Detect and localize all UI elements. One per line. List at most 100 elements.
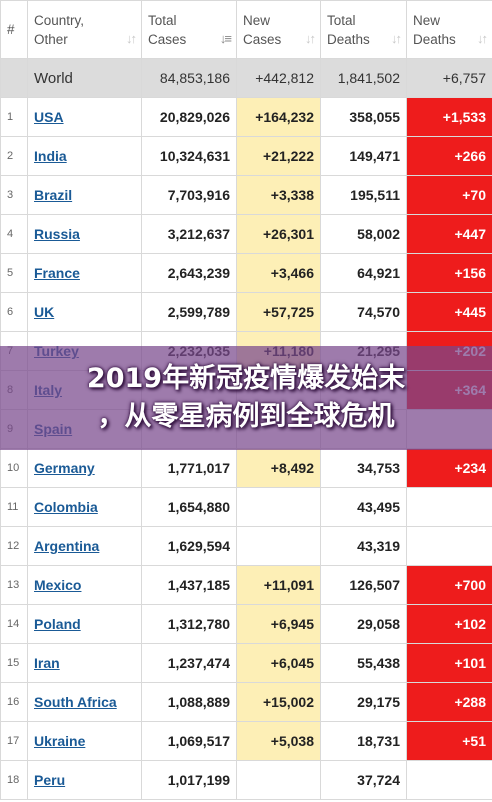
sort-desc-icon[interactable]: ↓≡ xyxy=(219,31,232,46)
table-row: 4 Russia 3,212,637 +26,301 58,002 +447 xyxy=(0,214,492,254)
new-deaths-cell: +266 xyxy=(406,136,492,176)
sort-arrows-icon[interactable]: ↓↑ xyxy=(391,31,402,46)
table-row: 1 USA 20,829,026 +164,232 358,055 +1,533 xyxy=(0,97,492,137)
country-link[interactable]: Germany xyxy=(34,460,95,476)
rank-cell: 18 xyxy=(0,760,28,800)
total-deaths-cell: 195,511 xyxy=(320,175,407,215)
rank-cell: 5 xyxy=(0,253,28,293)
new-cases-cell: +15,002 xyxy=(236,682,321,722)
rank-cell: 14 xyxy=(0,604,28,644)
total-cases-cell: 1,654,880 xyxy=(141,487,237,527)
total-deaths-cell: 1,841,502 xyxy=(320,58,407,98)
table-row: 17 Ukraine 1,069,517 +5,038 18,731 +51 xyxy=(0,721,492,761)
country-link[interactable]: India xyxy=(34,148,67,164)
country-cell: Mexico xyxy=(27,565,142,605)
rank-cell: 13 xyxy=(0,565,28,605)
new-deaths-cell: +445 xyxy=(406,292,492,332)
total-deaths-cell: 358,055 xyxy=(320,97,407,137)
total-cases-cell: 1,437,185 xyxy=(141,565,237,605)
country-cell: USA xyxy=(27,97,142,137)
new-cases-cell: +6,045 xyxy=(236,643,321,683)
country-cell: Peru xyxy=(27,760,142,800)
total-cases-cell: 84,853,186 xyxy=(141,58,237,98)
country-link[interactable]: Peru xyxy=(34,772,66,788)
new-cases-cell: +6,945 xyxy=(236,604,321,644)
new-deaths-cell xyxy=(406,526,492,566)
total-deaths-cell: 126,507 xyxy=(320,565,407,605)
country-cell: Germany xyxy=(27,448,142,488)
table-row: 3 Brazil 7,703,916 +3,338 195,511 +70 xyxy=(0,175,492,215)
total-cases-cell: 1,088,889 xyxy=(141,682,237,722)
country-link[interactable]: Colombia xyxy=(34,499,98,515)
country-link[interactable]: France xyxy=(34,265,80,281)
total-cases-cell: 2,599,789 xyxy=(141,292,237,332)
col-header-total-cases[interactable]: Total Cases ↓≡ xyxy=(141,0,237,59)
country-cell: France xyxy=(27,253,142,293)
rank-cell: 11 xyxy=(0,487,28,527)
rank-cell: 4 xyxy=(0,214,28,254)
country-cell: Colombia xyxy=(27,487,142,527)
sort-arrows-icon[interactable]: ↓↑ xyxy=(477,31,488,46)
new-deaths-cell: +156 xyxy=(406,253,492,293)
new-cases-cell xyxy=(236,487,321,527)
total-cases-cell: 1,629,594 xyxy=(141,526,237,566)
table-row: 14 Poland 1,312,780 +6,945 29,058 +102 xyxy=(0,604,492,644)
country-cell: Argentina xyxy=(27,526,142,566)
country-link[interactable]: USA xyxy=(34,109,64,125)
sort-arrows-icon[interactable]: ↓↑ xyxy=(126,31,137,46)
country-cell: World xyxy=(27,58,142,98)
country-link[interactable]: Brazil xyxy=(34,187,73,203)
sort-arrows-icon[interactable]: ↓↑ xyxy=(305,31,316,46)
new-cases-cell: +442,812 xyxy=(236,58,321,98)
country-link[interactable]: Russia xyxy=(34,226,80,242)
col-header-total-deaths[interactable]: Total Deaths ↓↑ xyxy=(320,0,407,59)
country-link[interactable]: UK xyxy=(34,304,55,320)
col-header-new-deaths[interactable]: New Deaths ↓↑ xyxy=(406,0,492,59)
country-cell: Iran xyxy=(27,643,142,683)
country-link[interactable]: Iran xyxy=(34,655,60,671)
new-deaths-cell xyxy=(406,487,492,527)
table-row: 16 South Africa 1,088,889 +15,002 29,175 +288 xyxy=(0,682,492,722)
total-deaths-cell: 43,495 xyxy=(320,487,407,527)
total-cases-cell: 2,643,239 xyxy=(141,253,237,293)
country-cell: South Africa xyxy=(27,682,142,722)
new-deaths-cell: +234 xyxy=(406,448,492,488)
col-header-new-cases[interactable]: New Cases ↓↑ xyxy=(236,0,321,59)
total-deaths-cell: 58,002 xyxy=(320,214,407,254)
total-deaths-cell: 149,471 xyxy=(320,136,407,176)
new-deaths-cell: +70 xyxy=(406,175,492,215)
country-link[interactable]: South Africa xyxy=(34,694,117,710)
rank-cell: 12 xyxy=(0,526,28,566)
new-cases-cell: +164,232 xyxy=(236,97,321,137)
country-cell: Russia xyxy=(27,214,142,254)
total-deaths-cell: 55,438 xyxy=(320,643,407,683)
rank-cell: 16 xyxy=(0,682,28,722)
table-row: 10 Germany 1,771,017 +8,492 34,753 +234 xyxy=(0,448,492,488)
total-cases-cell: 1,017,199 xyxy=(141,760,237,800)
country-link[interactable]: Ukraine xyxy=(34,733,86,749)
country-link[interactable]: Argentina xyxy=(34,538,100,554)
table-row: 5 France 2,643,239 +3,466 64,921 +156 xyxy=(0,253,492,293)
country-link[interactable]: Poland xyxy=(34,616,81,632)
new-cases-cell xyxy=(236,760,321,800)
col-header-rank: # xyxy=(0,0,28,59)
table-row: 12 Argentina 1,629,594 43,319 xyxy=(0,526,492,566)
new-deaths-cell: +101 xyxy=(406,643,492,683)
new-deaths-cell: +51 xyxy=(406,721,492,761)
new-cases-cell xyxy=(236,526,321,566)
country-cell: Ukraine xyxy=(27,721,142,761)
country-cell: Brazil xyxy=(27,175,142,215)
new-cases-cell: +3,338 xyxy=(236,175,321,215)
country-link[interactable]: Mexico xyxy=(34,577,82,593)
country-cell: UK xyxy=(27,292,142,332)
country-cell: India xyxy=(27,136,142,176)
total-cases-cell: 1,771,017 xyxy=(141,448,237,488)
new-cases-cell: +57,725 xyxy=(236,292,321,332)
headline-line-1: 2019年新冠疫情爆发始末 xyxy=(86,363,406,394)
total-deaths-cell: 43,319 xyxy=(320,526,407,566)
new-cases-cell: +21,222 xyxy=(236,136,321,176)
new-cases-cell: +8,492 xyxy=(236,448,321,488)
rank-cell: 2 xyxy=(0,136,28,176)
total-cases-cell: 3,212,637 xyxy=(141,214,237,254)
col-header-country[interactable]: Country, Other ↓↑ xyxy=(27,0,142,59)
